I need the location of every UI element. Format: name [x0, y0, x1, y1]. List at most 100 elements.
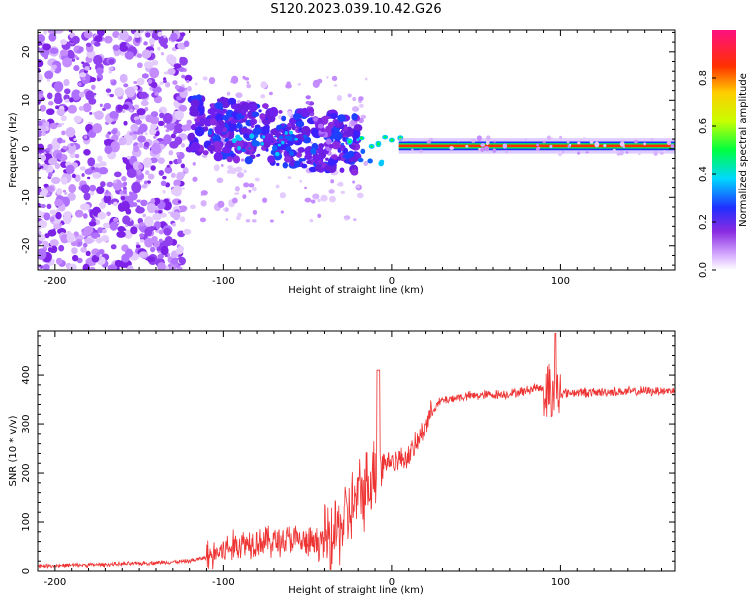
heatmap-cell: [49, 216, 55, 222]
spectrogram-y-label: Frequency (Hz): [8, 112, 19, 188]
heatmap-cell: [331, 141, 341, 150]
heatmap-cell: [235, 123, 243, 129]
heatmap-cell: [119, 73, 128, 83]
heatmap-cell: [236, 99, 241, 104]
heatmap-cell: [66, 232, 76, 243]
heatmap-cell: [221, 126, 228, 133]
spectrogram-x-tick-label: -100: [212, 276, 235, 287]
heatmap-cell: [594, 141, 600, 148]
heatmap-cell: [138, 91, 149, 99]
heatmap-cell: [105, 88, 112, 93]
heatmap-cell: [270, 128, 279, 136]
heatmap-cell: [378, 160, 384, 167]
heatmap-cell: [46, 108, 55, 116]
heatmap-cell: [123, 228, 127, 231]
heatmap-cell: [312, 79, 320, 89]
heatmap-cell: [310, 141, 313, 144]
heatmap-cell: [347, 150, 355, 159]
heatmap-cell: [71, 35, 80, 45]
heatmap-cell: [172, 185, 182, 197]
heatmap-cell: [276, 124, 282, 131]
heatmap-cell: [249, 119, 256, 126]
snr-x-tick-label: -200: [44, 577, 67, 588]
heatmap-cell: [92, 123, 103, 134]
heatmap-cell: [38, 187, 42, 193]
heatmap-cell: [304, 186, 307, 190]
heatmap-cell: [325, 157, 329, 161]
heatmap-cell: [325, 138, 332, 145]
heatmap-cell: [139, 239, 145, 243]
heatmap-cell: [202, 76, 208, 81]
colorbar-tick-label: 0.4: [698, 166, 709, 182]
heatmap-cell: [47, 101, 54, 106]
heatmap-cell: [180, 172, 186, 177]
heatmap-cell: [181, 74, 186, 79]
heatmap-cell: [108, 58, 115, 65]
snr-x-tick-label: -100: [212, 577, 235, 588]
heatmap-cell: [32, 65, 37, 71]
heatmap-cell: [38, 220, 48, 229]
heatmap-cell: [38, 262, 39, 265]
heatmap-cell: [261, 125, 270, 136]
heatmap-cell: [281, 140, 285, 145]
heatmap-cell: [50, 141, 61, 151]
heatmap-cell: [48, 157, 58, 166]
heatmap-cell: [260, 94, 266, 99]
heatmap-cell: [192, 176, 198, 182]
heatmap-cell: [177, 158, 182, 164]
heatmap-cell: [81, 173, 85, 177]
colorbar-ticks: 0.0 0.2 0.4 0.6 0.8: [698, 70, 716, 278]
heatmap-cell: [280, 210, 284, 214]
heatmap-cell: [172, 211, 181, 221]
heatmap-cell: [133, 81, 138, 85]
heatmap-cell: [357, 157, 364, 163]
heatmap-cell: [226, 154, 233, 163]
heatmap-cell: [162, 189, 166, 194]
heatmap-cell: [160, 245, 169, 256]
heatmap-cell: [112, 44, 120, 51]
snr-x-tick-label: 100: [551, 577, 570, 588]
heatmap-cell: [317, 123, 324, 129]
heatmap-cell: [171, 198, 182, 206]
snr-frame: [37, 330, 676, 572]
spectrogram-x-label: Height of straight line (km): [288, 285, 424, 296]
heatmap-cell: [179, 56, 185, 63]
heatmap-cell: [317, 198, 321, 203]
heatmap-cell: [279, 129, 284, 133]
heatmap-cell: [46, 92, 53, 100]
heatmap-cell: [186, 85, 192, 92]
snr-y-tick-label: 300: [21, 415, 32, 434]
heatmap-cell: [291, 126, 296, 131]
heatmap-cell: [255, 134, 259, 138]
heatmap-cell: [207, 144, 216, 152]
colorbar-tick-label: 0.8: [698, 70, 709, 86]
heatmap-cell: [638, 153, 641, 156]
heatmap-cell: [663, 150, 666, 154]
heatmap-cell: [45, 147, 51, 152]
heatmap-cell: [43, 212, 51, 221]
heatmap-cell: [326, 76, 329, 79]
heatmap-cell: [383, 136, 387, 139]
heatmap-cell: [355, 184, 361, 189]
heatmap-cell: [73, 137, 77, 142]
heatmap-cell: [237, 212, 242, 218]
heatmap-cell: [46, 78, 51, 82]
heatmap-cell: [266, 119, 270, 123]
heatmap-cell: [327, 158, 337, 167]
heatmap-cell: [50, 249, 54, 254]
heatmap-cell: [38, 100, 41, 105]
heatmap-cell: [229, 134, 235, 139]
heatmap-cell: [172, 222, 176, 227]
heatmap-cell: [66, 143, 77, 154]
heatmap-cell: [181, 187, 185, 190]
heatmap-cell: [310, 147, 317, 155]
heatmap-cell: [113, 180, 118, 184]
heatmap-cell: [248, 189, 252, 193]
heatmap-cell: [43, 30, 47, 35]
heatmap-cell: [67, 51, 75, 59]
heatmap-cell: [162, 79, 167, 83]
heatmap-cell: [352, 130, 360, 137]
heatmap-cell: [557, 138, 560, 141]
colorbar-tick-label: 0.6: [698, 118, 709, 134]
heatmap-cell: [158, 169, 164, 176]
